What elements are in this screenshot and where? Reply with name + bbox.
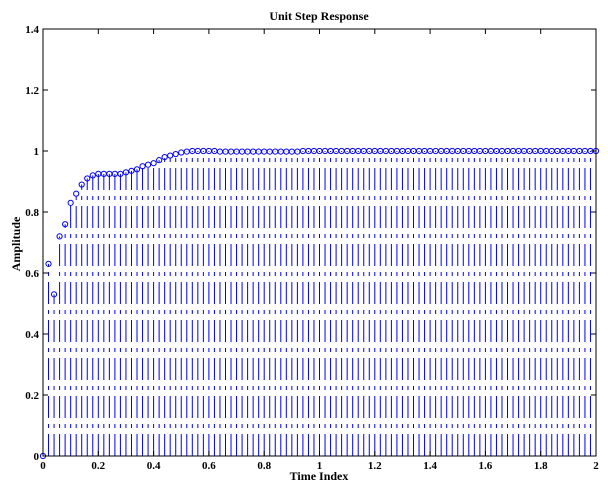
stem-marker [73,190,80,197]
stem-marker [261,148,268,155]
y-tick-label: 1.2 [25,85,39,97]
stem-marker [89,172,96,179]
y-tick-label: 0.8 [25,207,39,219]
x-tick-label: 0.2 [91,460,105,472]
x-axis-label: Time Index [290,469,349,483]
x-tick-label: 1 [317,460,323,472]
stem-marker [244,148,251,155]
x-tick-label: 0.8 [257,460,271,472]
y-tick-label: 0.2 [25,390,39,402]
markers-group [39,147,600,460]
stem-marker [172,150,179,158]
ticks-group: 0 0.2 0.4 0.6 0.8 1 1.2 1.4 1.6 1.8 2 0 0.2 0.4 0.6 0.8… [25,24,599,472]
y-axis-label: Amplitude [9,216,23,271]
stem-marker [139,163,146,170]
stem-marker [150,160,157,167]
stem-marker [283,148,290,155]
y-tick-label: 0.6 [25,268,39,280]
stem-marker [216,148,224,155]
stem-marker [84,175,91,182]
stem-marker [128,167,135,174]
stem-marker [45,260,52,267]
x-tick-label: 1.4 [423,460,437,472]
stem-marker [255,148,262,155]
x-tick-label: 0 [40,460,46,472]
stem-marker [238,148,246,155]
stem-marker [133,166,141,173]
stem-marker [156,157,163,164]
y-tick-label: 1.4 [25,24,39,36]
chart-title: Unit Step Response [269,9,369,23]
stem-marker [227,148,235,155]
stem-marker [250,148,257,155]
stem-marker [78,181,85,188]
stem-marker [67,199,74,206]
stem-marker [50,291,58,298]
y-tick-label: 1 [34,146,40,158]
stem-marker [272,148,279,155]
stem-marker [266,148,273,155]
stems-group [48,151,597,456]
axes-group [42,28,597,457]
stem-marker [117,170,124,177]
stem-marker [62,221,69,228]
stem-marker [233,148,240,155]
stem-marker [161,154,168,161]
stem-marker [183,148,190,155]
stem-marker [56,233,63,240]
plot-frame [42,28,597,457]
x-tick-label: 1.2 [368,460,382,472]
y-tick-label: 0.4 [25,329,39,341]
stem-marker [167,152,174,159]
x-tick-label: 2 [593,460,599,472]
stem-marker [294,148,301,155]
stem-marker [144,161,152,168]
stem-marker [222,148,229,155]
stem-marker [122,169,130,176]
stem-marker [277,148,284,155]
x-tick-label: 0.4 [147,460,161,472]
x-tick-label: 1.6 [479,460,493,472]
stem-marker [288,148,295,155]
y-tick-label: 0 [34,451,40,463]
x-tick-label: 1.8 [534,460,548,472]
x-tick-label: 0.6 [202,460,216,472]
